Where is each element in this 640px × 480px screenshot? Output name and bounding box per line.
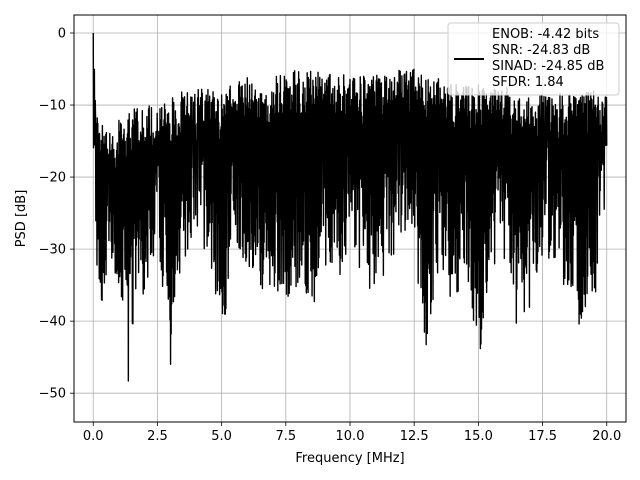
legend-entry-sfdr: SFDR: 1.84 <box>492 75 564 90</box>
legend-entry-sinad: SINAD: -24.85 dB <box>492 59 604 74</box>
legend-entry-snr: SNR: -24.83 dB <box>492 43 590 58</box>
axis-ticks: 0.0 2.5 5.0 7.5 10.0 12.5 15.0 17.5 20.0 0 −10 −20 −… <box>39 27 622 444</box>
x-tick-label: 15.0 <box>464 429 493 444</box>
x-tick-label: 10.0 <box>336 429 365 444</box>
legend: ENOB: -4.42 bits SNR: -24.83 dB SINAD: -… <box>447 22 620 96</box>
psd-series-line <box>92 33 608 382</box>
y-tick-label: −40 <box>39 315 66 330</box>
x-tick-label: 2.5 <box>147 429 168 444</box>
x-axis-label: Frequency [MHz] <box>295 451 404 466</box>
x-tick-label: 0.0 <box>83 429 104 444</box>
x-tick-label: 5.0 <box>211 429 232 444</box>
x-tick-label: 7.5 <box>275 429 296 444</box>
y-tick-label: 0 <box>58 27 66 42</box>
x-tick-label: 20.0 <box>592 429 621 444</box>
y-tick-label: −30 <box>39 243 66 258</box>
legend-entry-enob: ENOB: -4.42 bits <box>492 27 599 42</box>
x-tick-label: 12.5 <box>400 429 429 444</box>
y-tick-label: −20 <box>39 171 66 186</box>
y-axis-label: PSD [dB] <box>14 190 29 248</box>
plot-area <box>92 33 608 382</box>
legend-box <box>447 22 620 96</box>
y-tick-label: −50 <box>39 387 66 402</box>
y-tick-label: −10 <box>39 99 66 114</box>
x-tick-label: 17.5 <box>528 429 557 444</box>
